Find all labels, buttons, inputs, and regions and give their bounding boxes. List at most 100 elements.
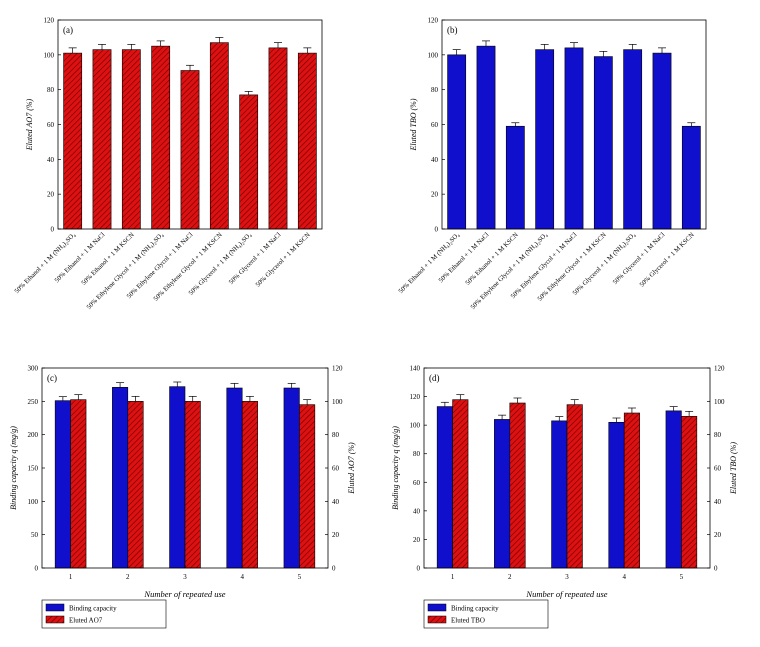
legend-swatch-eluted (427, 615, 447, 624)
plot-frame (423, 367, 711, 569)
chart-c-ylabel-right: Eluted AO7 (%) (347, 442, 356, 495)
chart-b-ytick-label: 0 (435, 226, 439, 234)
chart-b-ytick-label: 40 (431, 156, 439, 164)
bar-c-binding-1 (54, 400, 71, 569)
bar-d-binding-3 (551, 420, 568, 569)
chart-d-ytick-right-label: 100 (714, 398, 725, 406)
bar-c-eluted-3 (184, 401, 201, 569)
chart-c-ytick-right-label: 0 (332, 565, 336, 573)
chart-d-ytick-right-label: 60 (714, 465, 722, 473)
chart-d-ytick-label: 40 (413, 507, 421, 515)
bar-d-eluted-3 (566, 404, 583, 569)
plot-frame (41, 367, 329, 569)
chart-c-ytick-label: 200 (28, 431, 39, 439)
chart-a-category-label: 50% Ethanol + 1 M NaCl (54, 231, 107, 284)
chart-c-ytick-right-label: 60 (332, 465, 340, 473)
chart-c-ytick-label: 250 (28, 398, 39, 406)
bar-b-6 (593, 56, 613, 230)
bar-a-9 (297, 52, 317, 230)
chart-d-xtick-label: 5 (680, 573, 684, 581)
chart-d-ytick-right-label: 120 (714, 365, 725, 373)
legend-swatch-binding (45, 603, 65, 612)
chart-a-panel-label: (a) (63, 25, 73, 35)
chart-a-category-label: 50% Glycerol + 1 M KSCN (255, 231, 312, 288)
chart-c-ytick-label: 150 (28, 465, 39, 473)
chart-a-category-label: 50% Ethanol + 1 M (NH₄)₂SO₄ (13, 231, 77, 295)
chart-c-ytick-right-label: 100 (332, 398, 343, 406)
chart-b-category-label: 50% Ethanol + 1 M (NH₄)₂SO₄ (397, 231, 461, 295)
chart-a-ytick-label: 0 (51, 226, 55, 234)
bar-b-2 (476, 45, 496, 230)
bar-a-7 (239, 94, 259, 230)
chart-c-panel-label: (c) (47, 373, 57, 383)
chart-d-ylabel-right: Eluted TBO (%) (729, 442, 738, 495)
bar-b-9 (681, 125, 701, 230)
chart-d-ytick-label: 80 (413, 450, 421, 458)
legend-swatch-eluted (45, 615, 65, 624)
chart-d-ylabel: Binding capacity q (mg/g) (391, 426, 400, 510)
chart-b-ytick-label: 120 (428, 17, 439, 25)
chart-b-ytick-label: 100 (428, 51, 439, 59)
bar-c-eluted-5 (299, 404, 316, 569)
chart-d-panel-label: (d) (429, 373, 440, 383)
chart-d-ytick-right-label: 40 (714, 498, 722, 506)
chart-d-ytick-label: 0 (417, 565, 421, 573)
chart-c-ytick-label: 50 (31, 531, 39, 539)
chart-c-ytick-label: 0 (35, 565, 39, 573)
bar-a-3 (121, 49, 141, 230)
chart-c-xtick-label: 1 (69, 573, 73, 581)
legend-label-binding: Binding capacity (451, 605, 499, 613)
bar-a-5 (180, 70, 200, 230)
chart-a-ytick-label: 100 (44, 51, 55, 59)
chart-d-xtick-label: 1 (451, 573, 455, 581)
bar-c-eluted-1 (70, 399, 87, 569)
chart-d-xtick-label: 2 (508, 573, 512, 581)
chart-a-category-label: 50% Glycerol + 1 M NaCl (228, 231, 283, 286)
chart-b-ytick-label: 20 (431, 191, 439, 199)
chart-b-category-label: 50% Ethanol + 1 M NaCl (438, 231, 491, 284)
chart-c-ylabel: Binding capacity q (mg/g) (9, 426, 18, 510)
plot-frame (441, 19, 707, 230)
chart-a-ytick-label: 40 (47, 156, 55, 164)
bar-a-6 (209, 42, 229, 230)
chart-b-category-label: 50% Glycerol + 1 M NaCl (612, 231, 667, 286)
bar-a-2 (92, 49, 112, 230)
bar-b-7 (623, 49, 643, 230)
bar-b-4 (535, 49, 555, 230)
bar-d-binding-5 (665, 410, 682, 569)
chart-a-ylabel: Eluted AO7 (%) (25, 98, 34, 151)
bar-b-1 (447, 54, 467, 230)
chart-c-ytick-right-label: 80 (332, 431, 340, 439)
bar-a-1 (63, 52, 83, 230)
legend-label-eluted: Eluted TBO (451, 617, 485, 625)
bar-d-eluted-5 (681, 416, 698, 569)
bar-c-binding-5 (283, 387, 300, 569)
bar-d-eluted-1 (452, 399, 469, 569)
chart-b-category-label: 50% Ethanol + 1 M KSCN (464, 231, 520, 287)
chart-c-xtick-label: 4 (240, 573, 244, 581)
chart-d-ytick-label: 120 (410, 393, 421, 401)
chart-c-ytick-label: 300 (28, 365, 39, 373)
chart-c-xtick-label: 5 (298, 573, 302, 581)
chart-c-legend: Binding capacity Eluted AO7 (41, 599, 167, 629)
bar-d-binding-1 (436, 406, 453, 569)
chart-d-ytick-label: 20 (413, 536, 421, 544)
legend-swatch-binding (427, 603, 447, 612)
chart-d-ytick-right-label: 80 (714, 431, 722, 439)
chart-a-ytick-label: 80 (47, 86, 55, 94)
chart-a-category-label: 50% Ethanol + 1 M KSCN (80, 231, 136, 287)
chart-a: 0 20 40 60 80 100 120 Eluted AO7 (%) 50% Ethanol… (13, 17, 323, 311)
chart-b-category-label: 50% Glycerol + 1 M KSCN (639, 231, 696, 288)
chart-d-ytick-label: 60 (413, 479, 421, 487)
chart-c-xlabel: Number of repeated use (143, 589, 225, 599)
legend-label-binding: Binding capacity (69, 605, 117, 613)
chart-c-ytick-right-label: 40 (332, 498, 340, 506)
bar-d-binding-2 (494, 419, 511, 569)
chart-b-ytick-label: 60 (431, 121, 439, 129)
bar-b-8 (652, 52, 672, 230)
chart-d-legend: Binding capacity Eluted TBO (423, 599, 549, 629)
bar-b-5 (564, 47, 584, 230)
chart-d-xtick-label: 3 (565, 573, 569, 581)
